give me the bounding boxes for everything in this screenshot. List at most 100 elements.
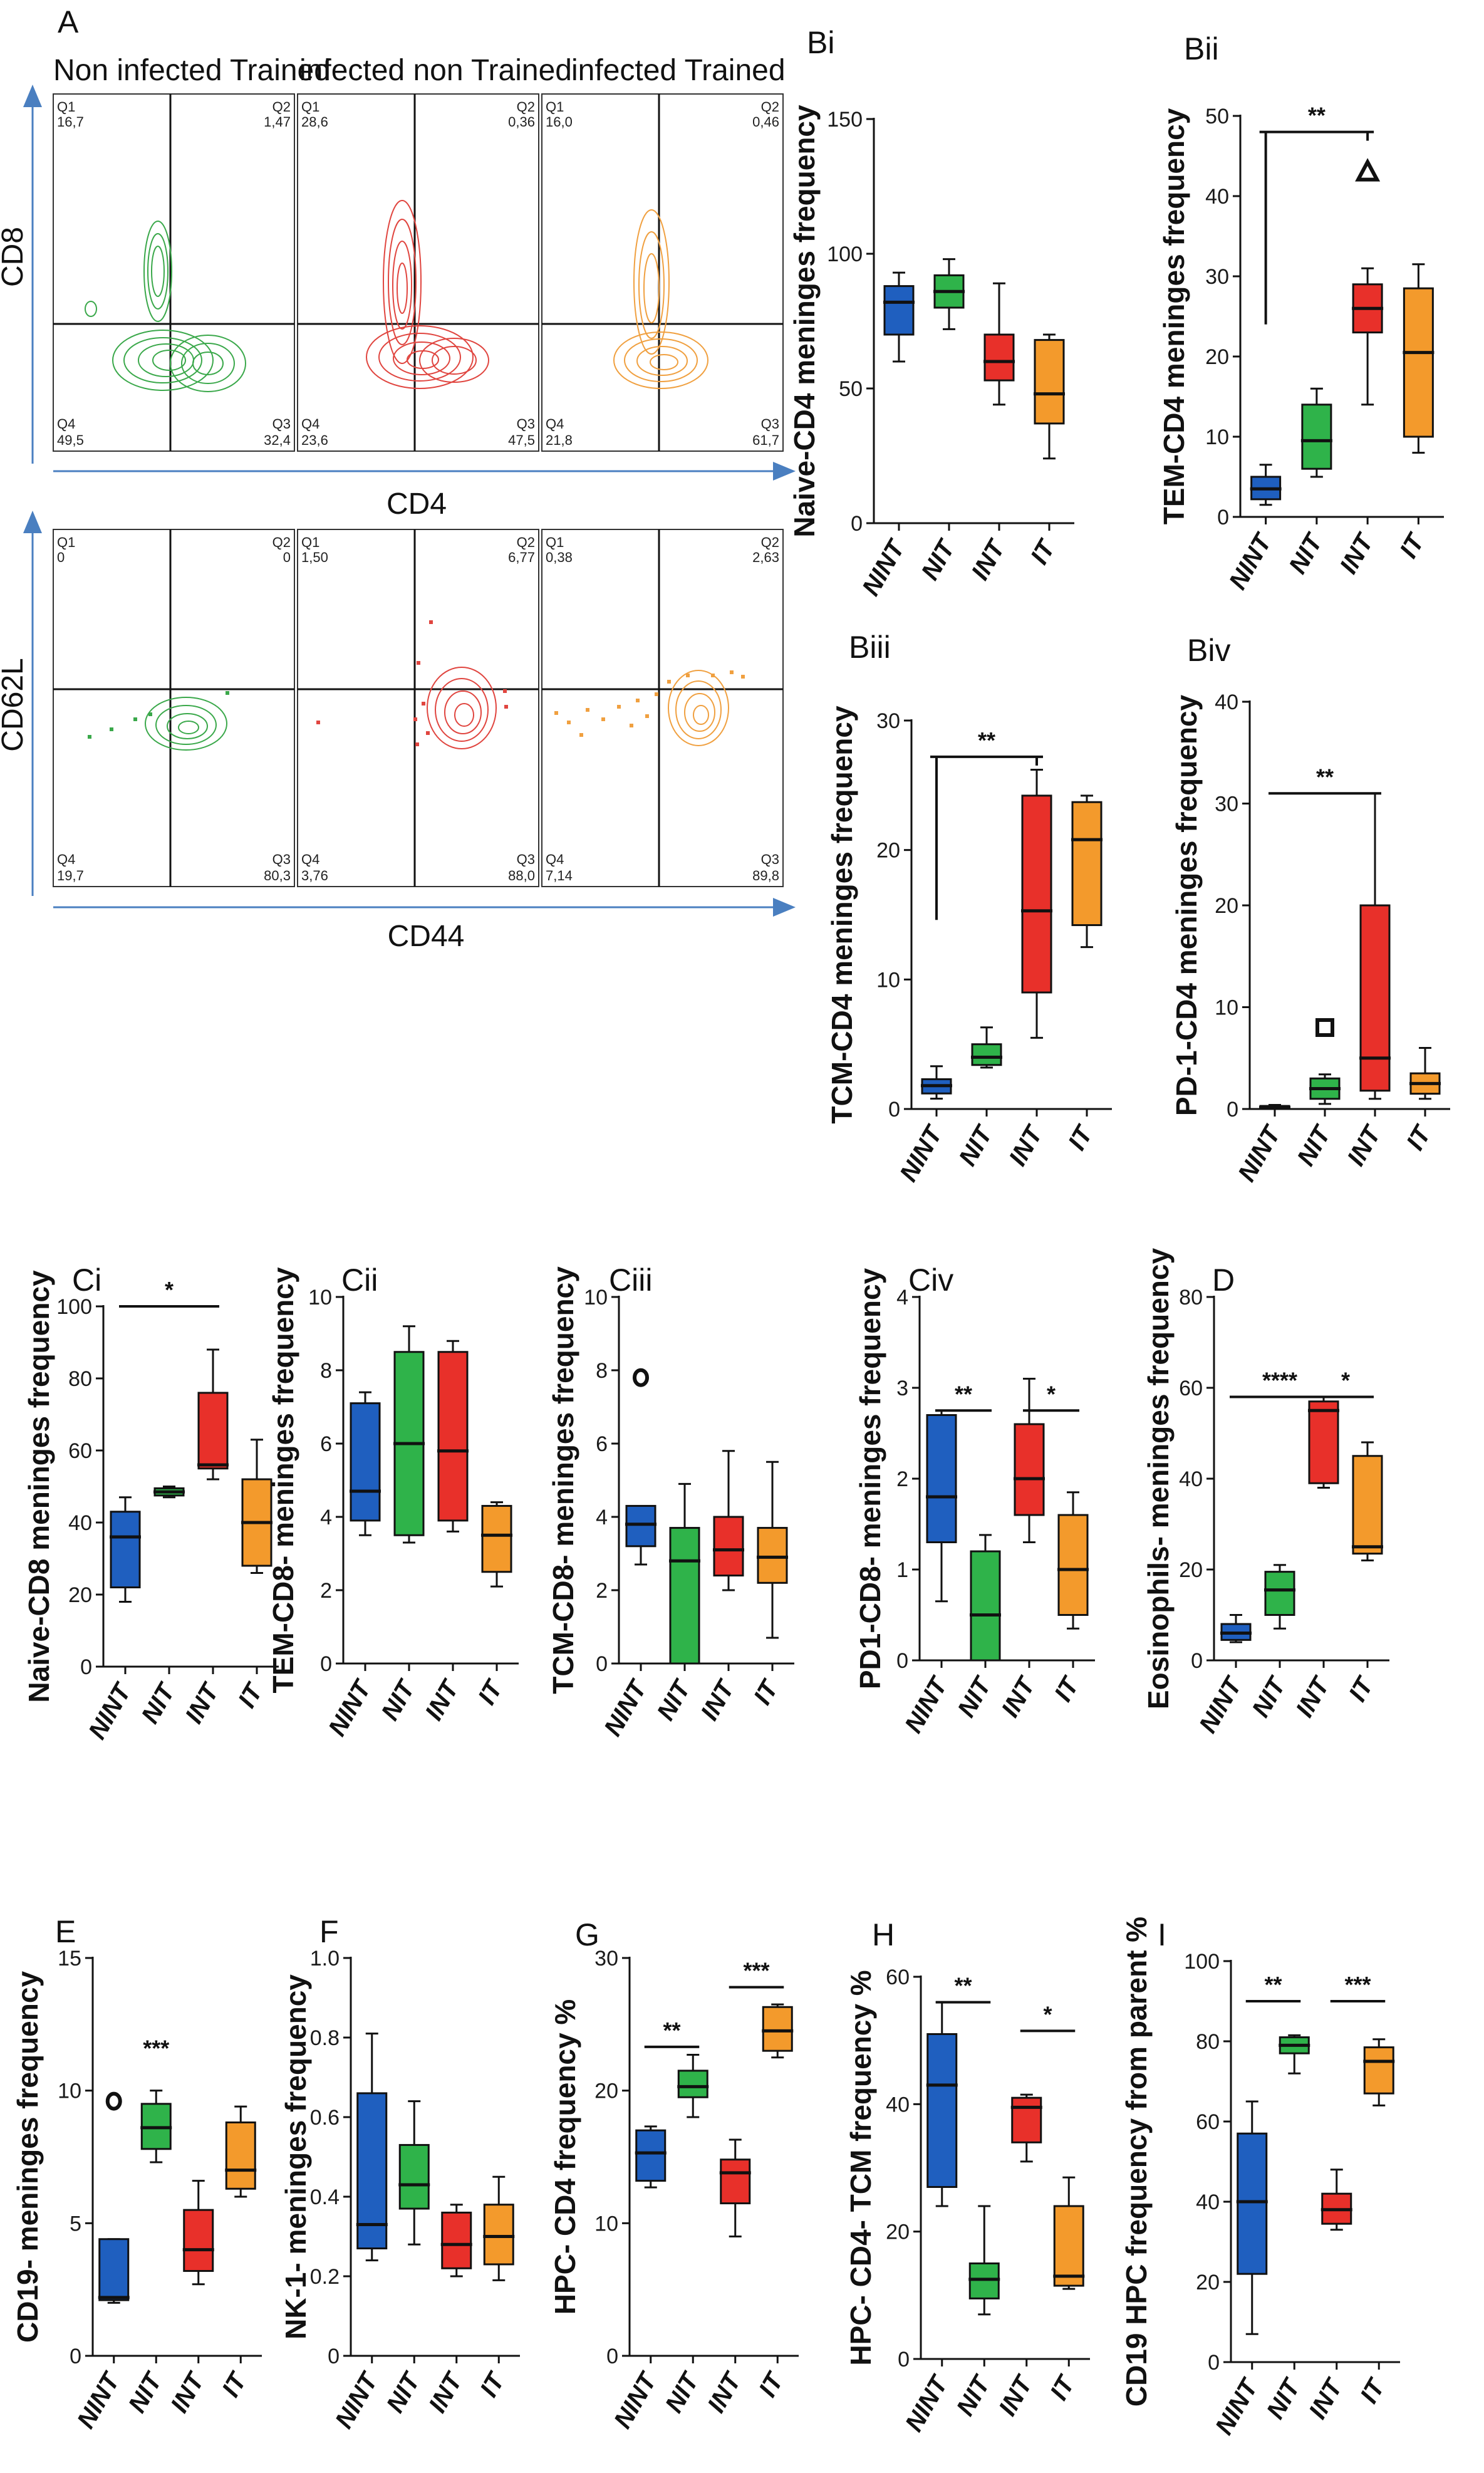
event-dots	[88, 691, 229, 739]
chart-biv: Biv PD-1-CD4 meninges frequency 0 10 20 30 40 N…	[1170, 633, 1450, 1186]
x-tick-label-it: IT	[1344, 1671, 1380, 1706]
q3-label: Q3	[272, 416, 291, 432]
chart-bi: Bi Naive-CD4 meninges frequency 0 50 100 150 N…	[788, 25, 1074, 600]
q3-label: Q3	[272, 851, 291, 867]
y-tick-label: 50	[839, 377, 863, 401]
q1-label: Q1	[546, 99, 564, 115]
y-tick-label: 10	[308, 1286, 332, 1309]
x-tick-label-it: IT	[1063, 1120, 1099, 1155]
box-nint	[926, 1414, 957, 1543]
y-axis-label: Eosinophils- meninges frequency	[1142, 1248, 1175, 1710]
x-tick-label-nit: NIT	[123, 2366, 169, 2417]
box-it	[483, 2204, 514, 2266]
panel-label: Cii	[341, 1263, 378, 1298]
contour-red	[427, 667, 497, 749]
outlier-triangle	[1355, 158, 1381, 182]
q3-label: Q3	[517, 416, 535, 432]
box-nint	[883, 285, 915, 336]
panel-label: Ci	[72, 1263, 101, 1298]
x-tick-label-it: IT	[1394, 528, 1431, 563]
box-it	[1053, 2205, 1084, 2287]
q2-value: 0,46	[752, 114, 779, 130]
x-tick-label-int: INT	[994, 2370, 1039, 2420]
y-tick-label: 2	[596, 1579, 608, 1603]
flow-plot-cd8-cd4-int: Q1 28,6 Q2 0,36 Q4 23,6 Q3 47,5	[297, 93, 539, 452]
box-nit	[677, 2070, 708, 2098]
y-axis-label: HPC- CD4 frequency %	[549, 1999, 581, 2315]
box-int	[983, 333, 1015, 382]
y-tick-label: 0	[328, 2345, 340, 2368]
x-tick-label-nint: NINT	[609, 2366, 663, 2433]
q2-value: 2,63	[752, 549, 779, 565]
contour-orange	[668, 670, 729, 746]
x-tick-label-int: INT	[420, 1674, 465, 1725]
x-tick-label-it: IT	[1049, 1671, 1086, 1706]
q1-value: 16,0	[546, 114, 573, 130]
chart-ciii: Ciii TCM-CD8- meninges frequency 0 2 4 6 8 10 NI…	[547, 1263, 794, 1741]
y-tick-label: 0	[1217, 506, 1229, 529]
q1-label: Q1	[57, 534, 75, 550]
q2-label: Q2	[761, 534, 779, 550]
x-tick-label-it: IT	[475, 2366, 511, 2402]
y-axis-label: HPC- CD4- TCM frequency %	[844, 1970, 877, 2365]
box-it	[1057, 1514, 1089, 1616]
y-tick-label: 100	[56, 1295, 92, 1319]
flow-cytometry-panel: A Non infected Trained infected non Trai…	[0, 4, 796, 953]
q2-label: Q2	[272, 534, 291, 550]
y-tick-label: 20	[594, 2080, 618, 2103]
box-nint	[98, 2238, 130, 2301]
chart-cii: Cii TEM-CD8- meninges frequency 0 2 4 6 8 10 NIN…	[267, 1263, 519, 1741]
y-tick-label: 1	[896, 1558, 908, 1582]
chart-bii: Bii TEM-CD4 meninges frequency 0 10 20 30 40 50…	[1158, 31, 1444, 594]
x-tick-label-nit: NIT	[1247, 1671, 1292, 1722]
box-nit	[398, 2143, 430, 2210]
q2-value: 0,36	[508, 114, 535, 130]
flow-plot-frame	[541, 93, 784, 452]
x-tick-label-nint: NINT	[1233, 1120, 1287, 1186]
y-tick-label: 30	[594, 1947, 618, 1971]
x-tick-label-int: INT	[1290, 1671, 1336, 1722]
y-tick-label: 0	[896, 1649, 908, 1673]
q2-label: Q2	[272, 99, 291, 115]
q4-value: 19,7	[57, 868, 84, 883]
chart-h: H HPC- CD4- TCM frequency % 0 20 40 60 NINTNIT…	[844, 1917, 1090, 2436]
q3-value: 47,5	[508, 432, 535, 448]
q1-label: Q1	[57, 99, 75, 115]
y-tick-label: 0	[80, 1655, 92, 1679]
box-nint	[625, 1504, 656, 1548]
outlier-square	[1315, 1018, 1334, 1037]
y-tick-label: 2	[896, 1467, 908, 1491]
x-tick-label-int: INT	[695, 1674, 740, 1725]
significance-label: ***	[743, 1958, 769, 1984]
q3-label: Q3	[761, 851, 779, 867]
box-it	[1403, 287, 1434, 438]
chart-d: D Eosinophils- meninges frequency 0 20 40 60 8…	[1142, 1248, 1389, 1737]
y-axis-label: CD19- meninges frequency	[11, 1971, 44, 2343]
y-tick-label: 20	[1215, 894, 1238, 918]
contour-red	[366, 200, 489, 389]
x-tick-label-it: IT	[1025, 534, 1062, 569]
x-tick-label-int: INT	[966, 534, 1011, 585]
y-tick-label: 40	[1196, 2190, 1220, 2214]
x-tick-label-nint: NINT	[1194, 1671, 1248, 1737]
x-tick-label-nint: NINT	[895, 1120, 949, 1186]
flow-plot-frame	[297, 93, 539, 452]
flow-title-infected-trained: infected Trained	[571, 54, 786, 87]
significance-label: **	[954, 1973, 972, 1999]
box-nit	[669, 1527, 700, 1665]
box-int	[197, 1392, 229, 1470]
y-tick-label: 40	[1215, 690, 1238, 714]
y-tick-label: 8	[596, 1359, 608, 1383]
x-tick-label-nit: NIT	[381, 2366, 427, 2417]
x-tick-label-nit: NIT	[1292, 1120, 1337, 1170]
x-tick-label-nint: NINT	[857, 534, 911, 600]
y-tick-label: 0	[596, 1652, 608, 1676]
q3-label: Q3	[517, 851, 535, 867]
significance-label: **	[1316, 764, 1334, 789]
outlier-circle	[105, 2091, 122, 2111]
box-int	[1308, 1400, 1339, 1484]
y-tick-label: 6	[320, 1432, 332, 1456]
y-axis-label: Naive-CD4 meninges frequency	[788, 105, 821, 538]
contour-green	[85, 221, 246, 392]
